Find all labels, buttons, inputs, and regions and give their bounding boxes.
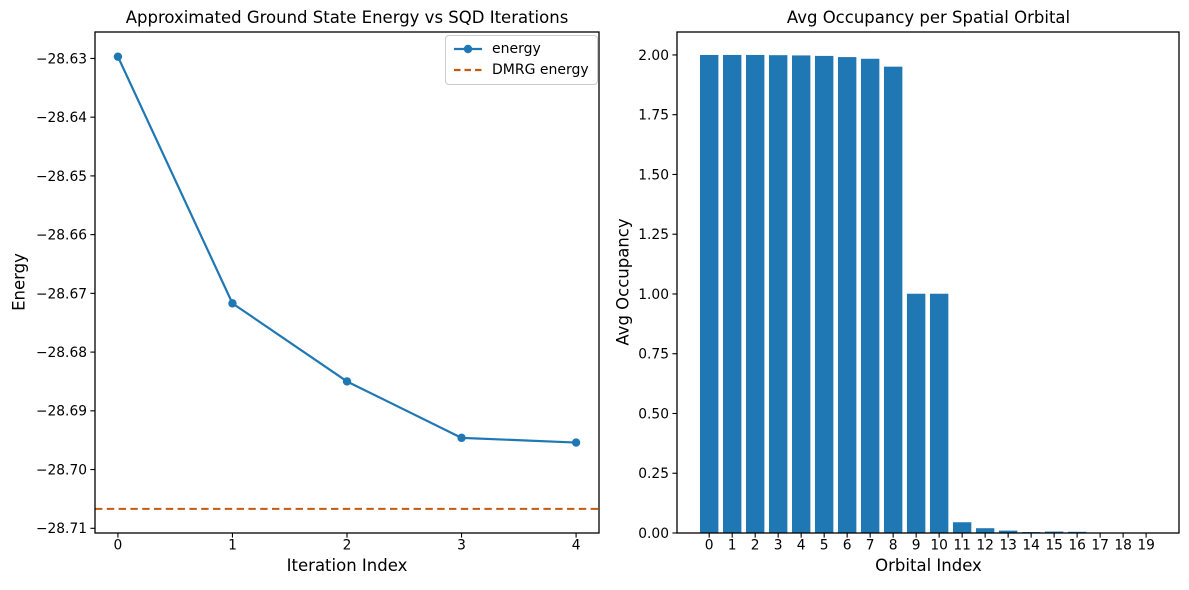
left-y-tick-label: −28.69: [36, 404, 87, 420]
occupancy-bar: [952, 522, 972, 533]
left-chart-title: Approximated Ground State Energy vs SQD …: [125, 8, 569, 27]
right-y-tick-label: 0.25: [638, 466, 669, 482]
legend-item-dmrg: DMRG energy: [453, 60, 591, 80]
right-y-tick-label: 2.00: [638, 48, 669, 64]
right-xaxis-label: Orbital Index: [875, 556, 982, 575]
left-y-tick-label: −28.70: [36, 462, 87, 478]
dmrg-dashed-line-sample-icon: [454, 68, 482, 72]
occupancy-bar: [814, 55, 834, 533]
left-yaxis-label: Energy: [9, 253, 29, 311]
right-x-tick-label: 6: [843, 538, 852, 554]
left-y-tick-label: −28.63: [36, 51, 87, 67]
right-yaxis-label: Avg Occupancy: [613, 218, 633, 346]
occupancy-bar: [929, 293, 949, 533]
right-x-tick-label: 3: [774, 538, 783, 554]
energy-point-marker: [571, 438, 581, 447]
left-y-tick-label: −28.68: [36, 345, 87, 361]
right-x-tick-label: 14: [1022, 538, 1040, 554]
occupancy-bar: [906, 293, 926, 533]
left-xaxis-label: Iteration Index: [286, 556, 408, 575]
right-x-tick-label: 10: [930, 538, 948, 554]
left-axes-frame: [94, 31, 600, 534]
right-x-tick-label: 7: [866, 538, 875, 554]
left-y-tick-label: −28.65: [36, 169, 87, 185]
energy-point-marker: [457, 433, 466, 443]
right-x-tick-label: 5: [820, 538, 829, 554]
occupancy-bar: [791, 55, 811, 533]
occupancy-bar: [745, 54, 765, 533]
energy-line-sample-icon: [454, 44, 482, 54]
right-x-tick-label: 17: [1091, 538, 1109, 554]
occupancy-bar: [1044, 531, 1064, 533]
legend-item-energy: energy: [453, 39, 591, 59]
occupancy-bar: [768, 55, 788, 533]
energy-point-marker: [342, 377, 352, 386]
left-y-tick-label: −28.66: [36, 228, 87, 244]
right-x-tick-label: 0: [705, 538, 714, 554]
right-x-tick-label: 4: [797, 538, 806, 554]
left-x-tick-label: 0: [114, 538, 123, 554]
right-x-tick-label: 12: [976, 538, 994, 554]
occupancy-bar: [699, 54, 719, 533]
right-x-tick-label: 9: [912, 538, 921, 554]
left-y-tick-label: −28.71: [36, 521, 87, 537]
right-x-tick-label: 8: [889, 538, 898, 554]
right-x-tick-label: 1: [728, 538, 737, 554]
left-x-tick-label: 3: [457, 538, 466, 554]
left-x-tick-label: 1: [228, 538, 237, 554]
occupancy-bar: [998, 530, 1018, 533]
right-y-tick-label: 1.00: [638, 287, 669, 303]
right-x-tick-label: 15: [1045, 538, 1063, 554]
legend-label-dmrg: DMRG energy: [492, 62, 589, 78]
occupancy-bar: [722, 54, 742, 533]
energy-point-marker: [113, 52, 123, 61]
occupancy-bar: [860, 58, 880, 533]
left-y-tick-label: −28.67: [36, 286, 87, 302]
energy-point-marker: [228, 299, 237, 308]
right-y-tick-label: 1.25: [638, 227, 669, 243]
right-x-tick-label: 13: [999, 538, 1017, 554]
left-y-tick-label: −28.64: [36, 110, 87, 126]
right-y-tick-label: 0.75: [638, 347, 669, 363]
right-x-tick-label: 19: [1137, 538, 1155, 554]
right-x-tick-label: 2: [751, 538, 760, 554]
left-x-tick-label: 2: [343, 538, 352, 554]
occupancy-bar: [883, 66, 903, 533]
right-x-tick-label: 18: [1114, 538, 1132, 554]
legend-label-energy: energy: [492, 41, 541, 57]
legend: energy DMRG energy: [445, 35, 598, 85]
right-x-tick-label: 16: [1068, 538, 1086, 554]
right-axes-frame: [676, 31, 1180, 534]
left-x-tick-label: 4: [572, 538, 581, 554]
right-y-tick-label: 1.50: [638, 167, 669, 183]
occupancy-bar: [837, 57, 857, 533]
right-y-tick-label: 0.00: [638, 526, 669, 542]
right-chart-title: Avg Occupancy per Spatial Orbital: [786, 8, 1071, 27]
occupancy-bar: [975, 528, 995, 533]
right-y-tick-label: 0.50: [638, 406, 669, 422]
right-x-tick-label: 11: [953, 538, 971, 554]
right-y-tick-label: 1.75: [638, 108, 669, 124]
